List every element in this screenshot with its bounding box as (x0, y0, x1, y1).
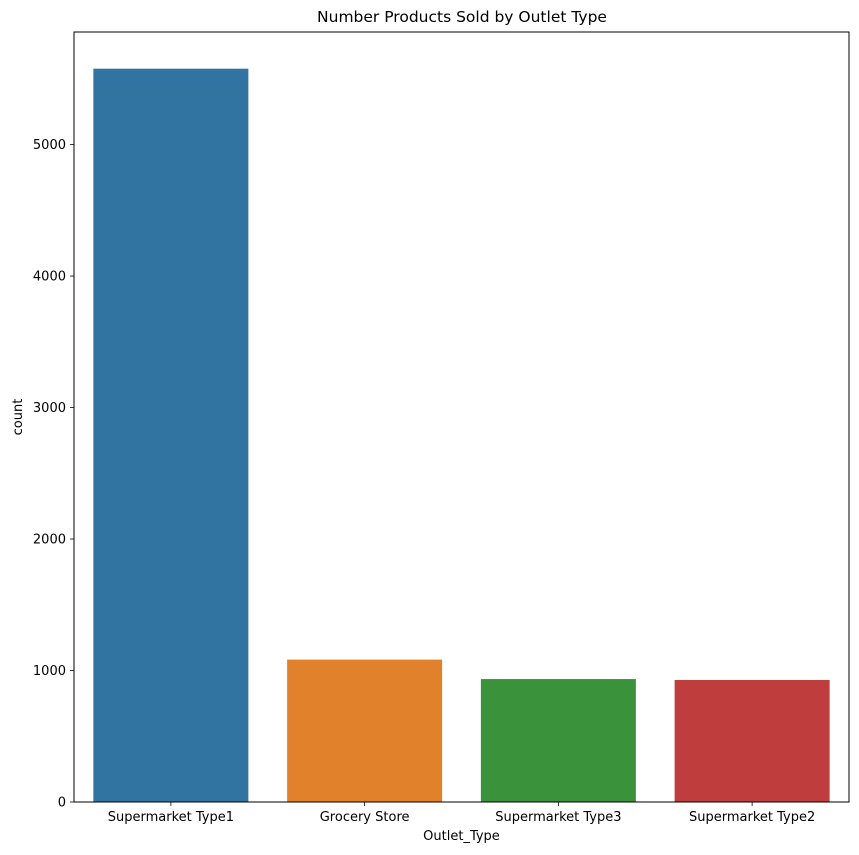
y-axis-label: count (11, 399, 26, 436)
y-tick-label: 4000 (33, 270, 66, 285)
bar-grocery-store (287, 659, 443, 802)
x-ticks: Supermarket Type1 Grocery Store Supermarke… (108, 802, 815, 825)
x-tick-label: Grocery Store (320, 810, 410, 825)
bars-layer (93, 68, 830, 803)
y-tick-label: 0 (58, 796, 66, 811)
y-tick-label: 5000 (33, 138, 66, 153)
y-tick-label: 1000 (33, 664, 66, 679)
x-axis-label: Outlet_Type (423, 829, 500, 844)
y-tick-label: 2000 (33, 533, 66, 548)
bar-supermarket-type3 (480, 679, 636, 802)
y-ticks: 0 1000 2000 3000 4000 5000 (33, 138, 74, 811)
chart-title: Number Products Sold by Outlet Type (317, 8, 607, 26)
plot-frame (73, 31, 850, 803)
x-tick-label: Supermarket Type1 (108, 810, 234, 825)
y-tick-label: 3000 (33, 401, 66, 416)
x-tick-label: Supermarket Type2 (689, 810, 815, 825)
bar-supermarket-type1 (93, 68, 249, 803)
bar-supermarket-type2 (674, 679, 830, 802)
x-tick-label: Supermarket Type3 (495, 810, 621, 825)
